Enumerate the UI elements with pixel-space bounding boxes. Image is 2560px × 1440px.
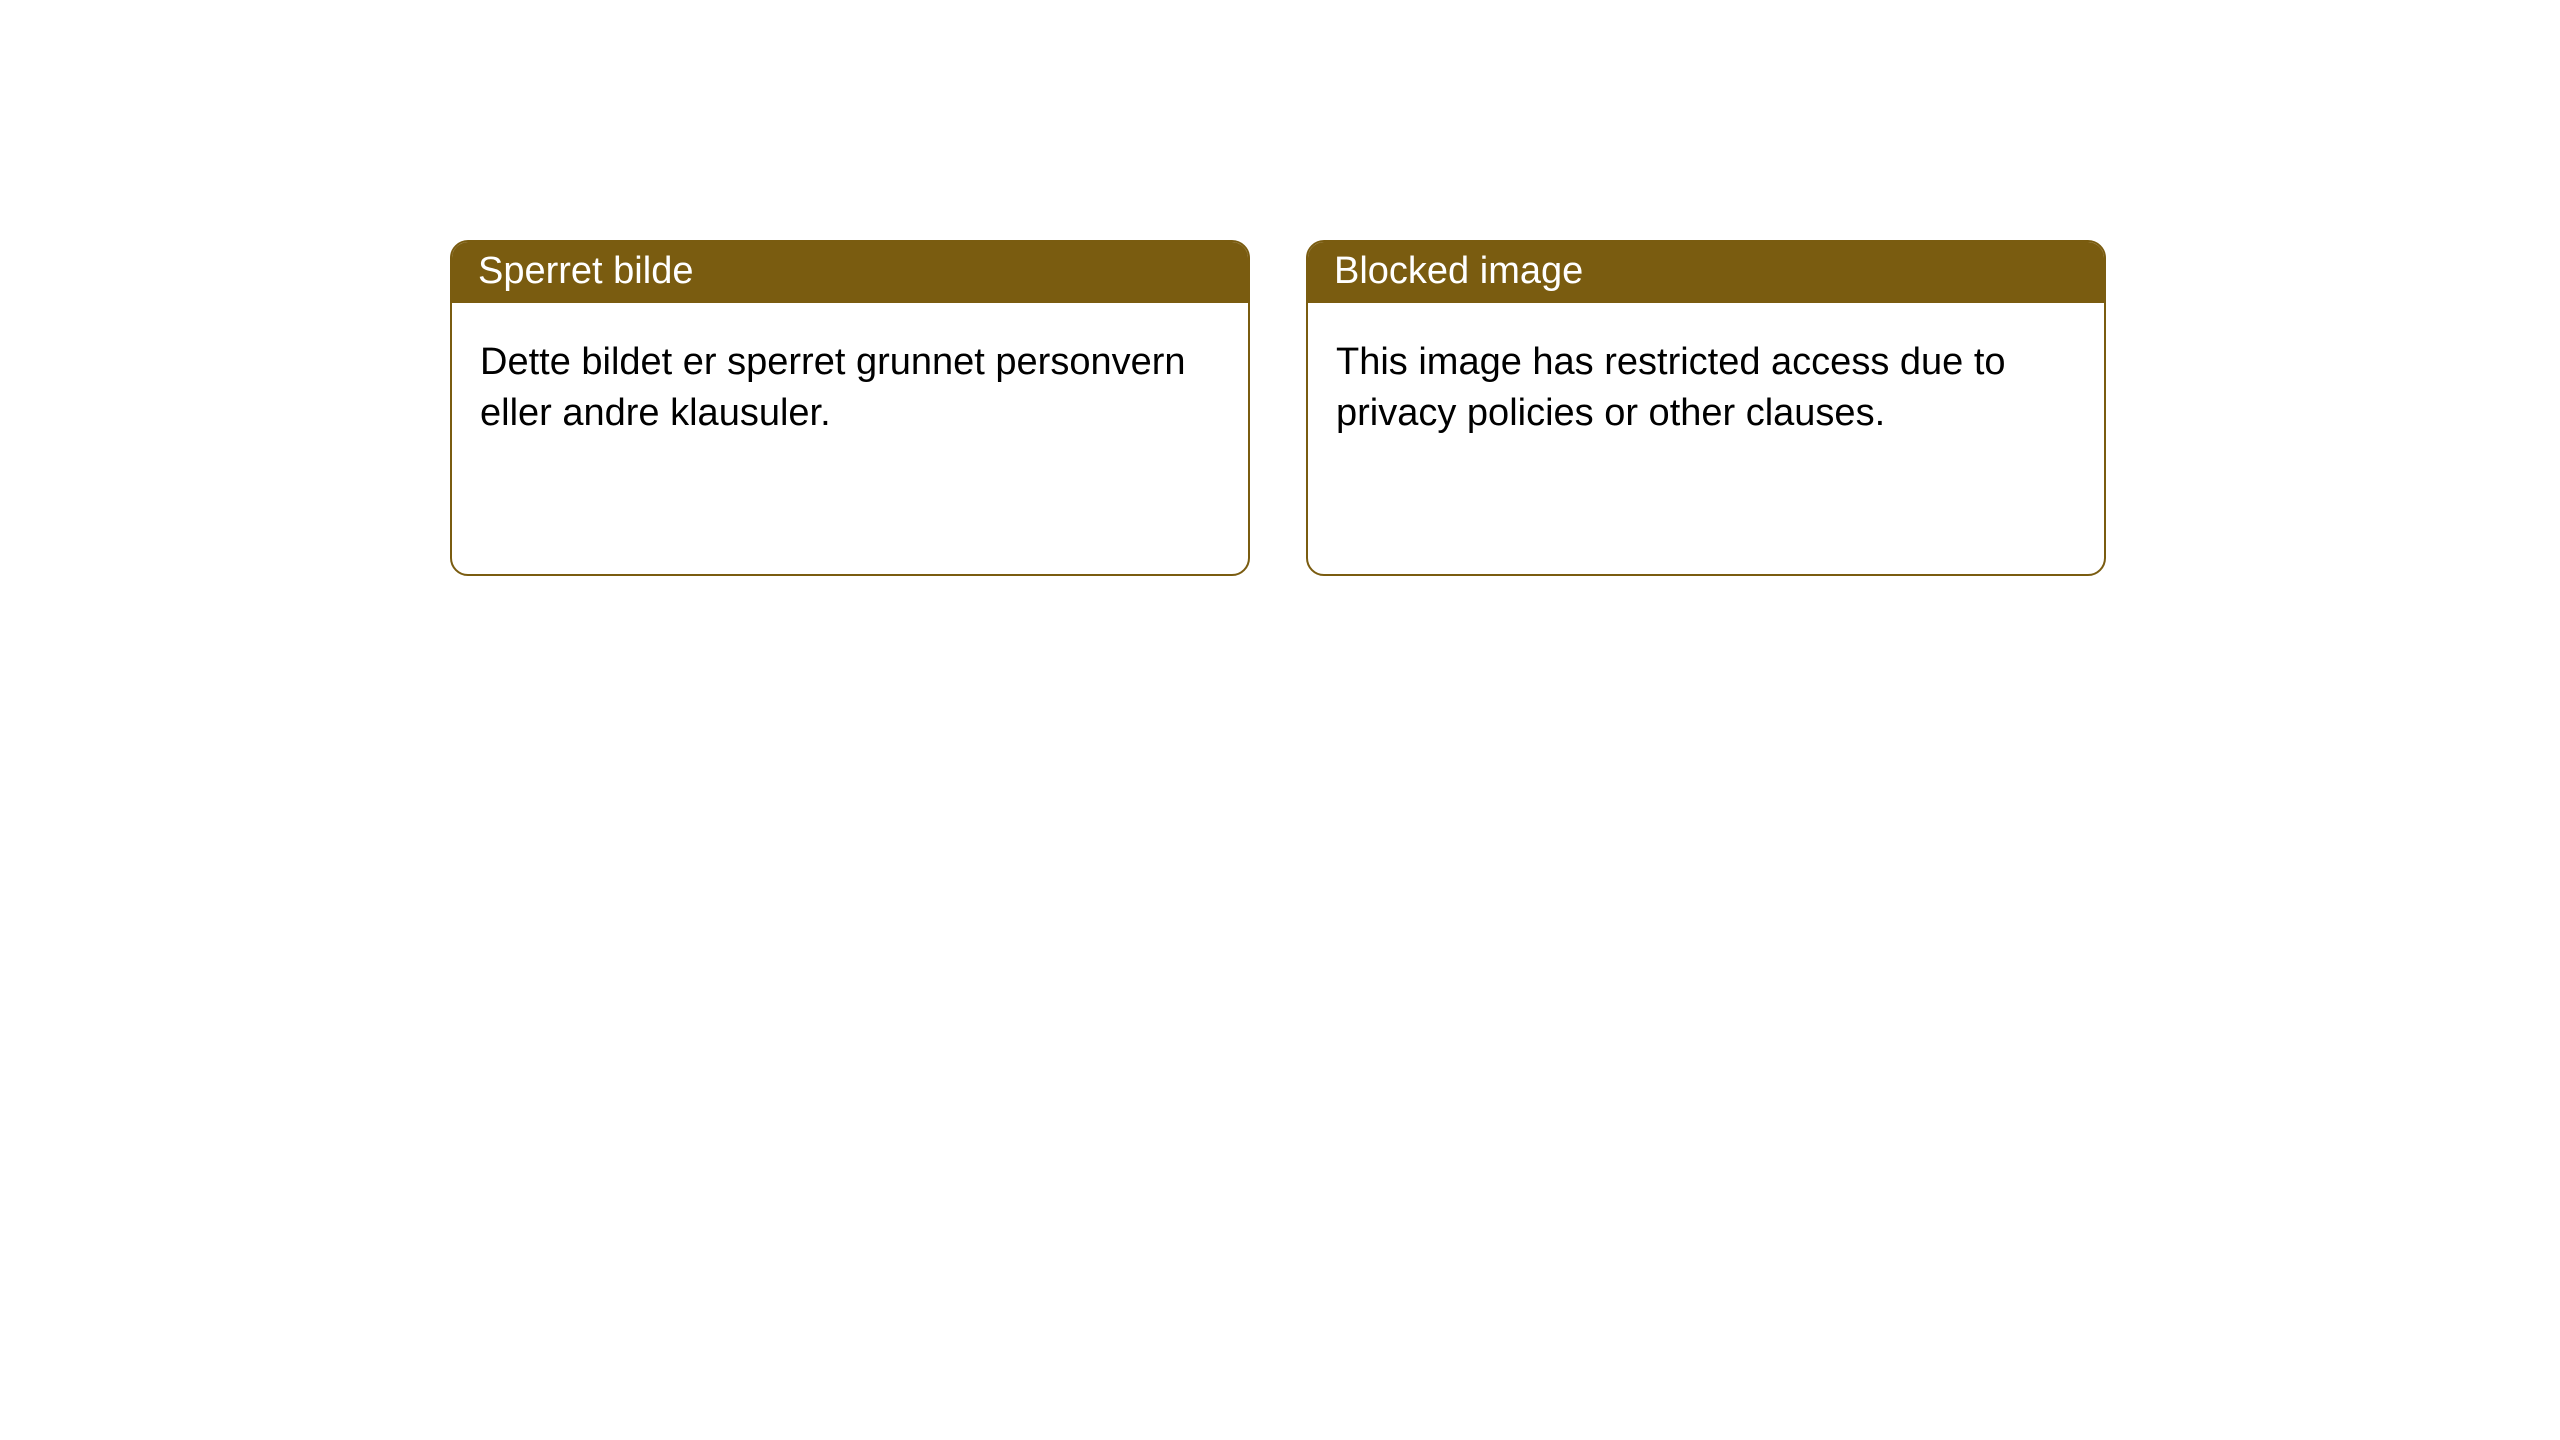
blocked-image-card-en: Blocked image This image has restricted … <box>1306 240 2106 576</box>
card-title-no: Sperret bilde <box>478 250 693 292</box>
card-header-no: Sperret bilde <box>452 242 1248 303</box>
card-body-text-en: This image has restricted access due to … <box>1336 341 2006 434</box>
card-body-no: Dette bildet er sperret grunnet personve… <box>452 303 1248 474</box>
notice-container: Sperret bilde Dette bildet er sperret gr… <box>0 0 2560 576</box>
card-header-en: Blocked image <box>1308 242 2104 303</box>
blocked-image-card-no: Sperret bilde Dette bildet er sperret gr… <box>450 240 1250 576</box>
card-body-en: This image has restricted access due to … <box>1308 303 2104 474</box>
card-title-en: Blocked image <box>1334 250 1583 292</box>
card-body-text-no: Dette bildet er sperret grunnet personve… <box>480 341 1186 434</box>
